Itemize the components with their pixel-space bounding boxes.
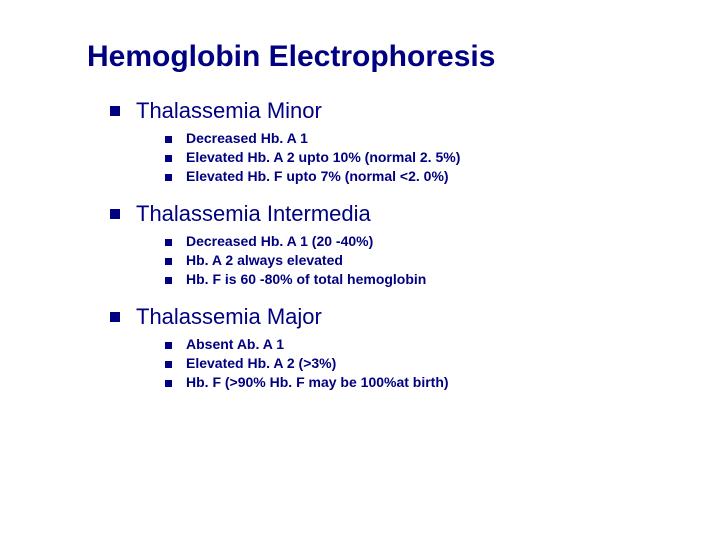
square-bullet-icon	[165, 258, 172, 265]
section-heading-row: Thalassemia Major	[110, 304, 700, 330]
square-bullet-icon	[110, 106, 120, 116]
section-heading: Thalassemia Major	[136, 304, 322, 330]
list-item: Decreased Hb. A 1 (20 -40%)	[165, 233, 700, 249]
square-bullet-icon	[165, 174, 172, 181]
section-heading: Thalassemia Minor	[136, 98, 322, 124]
list-item-text: Elevated Hb. A 2 (>3%)	[186, 355, 336, 371]
section-heading: Thalassemia Intermedia	[136, 201, 371, 227]
list-item: Hb. A 2 always elevated	[165, 252, 700, 268]
list-item: Hb. F is 60 -80% of total hemoglobin	[165, 271, 700, 287]
square-bullet-icon	[165, 380, 172, 387]
list-item: Elevated Hb. F upto 7% (normal <2. 0%)	[165, 168, 700, 184]
square-bullet-icon	[165, 155, 172, 162]
list-item: Decreased Hb. A 1	[165, 130, 700, 146]
square-bullet-icon	[165, 277, 172, 284]
square-bullet-icon	[165, 342, 172, 349]
list-item-text: Decreased Hb. A 1	[186, 130, 308, 146]
square-bullet-icon	[110, 209, 120, 219]
list-item: Elevated Hb. A 2 upto 10% (normal 2. 5%)	[165, 149, 700, 165]
slide: Hemoglobin Electrophoresis Thalassemia M…	[0, 0, 720, 413]
list-item-text: Decreased Hb. A 1 (20 -40%)	[186, 233, 373, 249]
square-bullet-icon	[165, 239, 172, 246]
square-bullet-icon	[165, 136, 172, 143]
list-item-text: Hb. F is 60 -80% of total hemoglobin	[186, 271, 426, 287]
list-item-text: Hb. F (>90% Hb. F may be 100%at birth)	[186, 374, 449, 390]
square-bullet-icon	[110, 312, 120, 322]
square-bullet-icon	[165, 361, 172, 368]
list-item: Elevated Hb. A 2 (>3%)	[165, 355, 700, 371]
section-heading-row: Thalassemia Minor	[110, 98, 700, 124]
list-item: Absent Ab. A 1	[165, 336, 700, 352]
list-item-text: Elevated Hb. F upto 7% (normal <2. 0%)	[186, 168, 449, 184]
list-item-text: Hb. A 2 always elevated	[186, 252, 343, 268]
list-item-text: Elevated Hb. A 2 upto 10% (normal 2. 5%)	[186, 149, 460, 165]
section-heading-row: Thalassemia Intermedia	[110, 201, 700, 227]
list-item: Hb. F (>90% Hb. F may be 100%at birth)	[165, 374, 700, 390]
slide-title: Hemoglobin Electrophoresis	[87, 40, 700, 74]
list-item-text: Absent Ab. A 1	[186, 336, 284, 352]
